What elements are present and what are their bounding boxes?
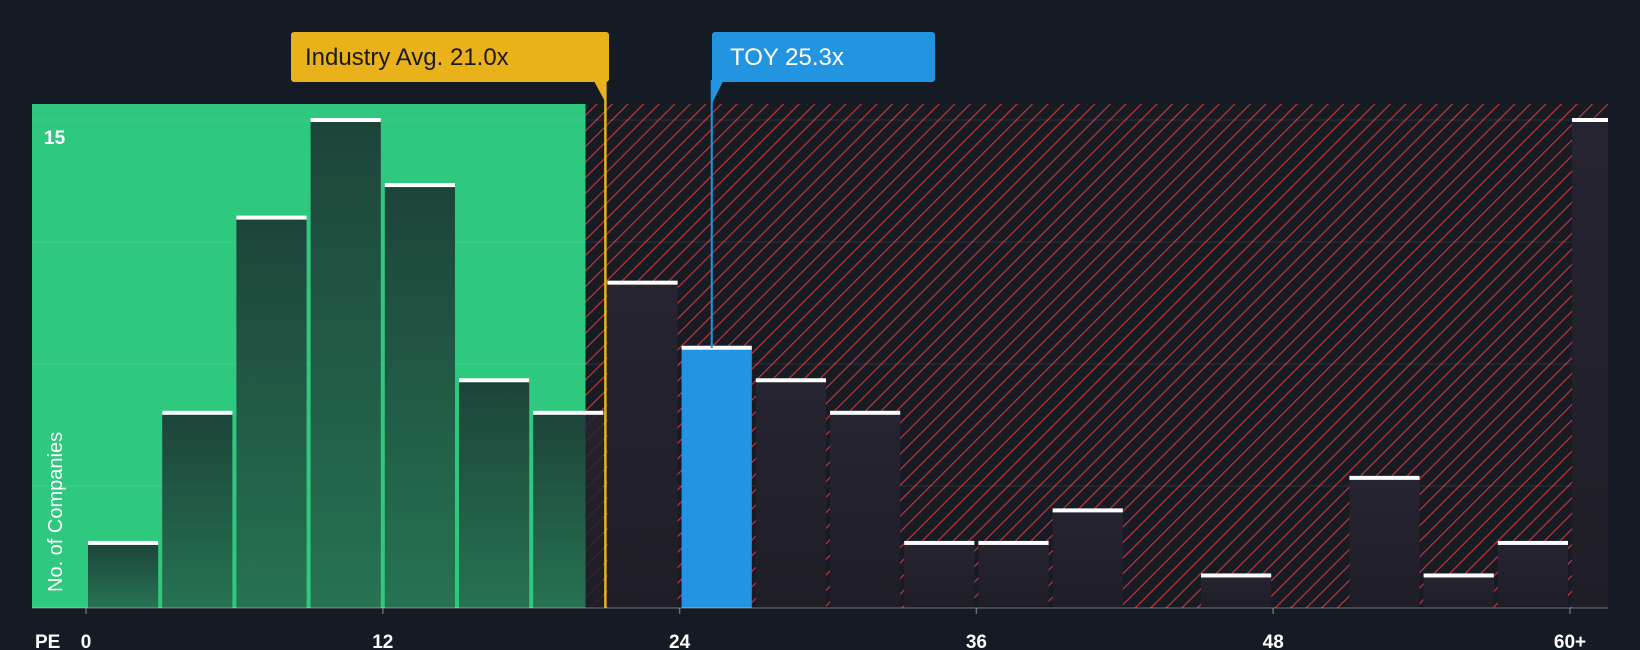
- bar-group: [1572, 118, 1608, 608]
- bar-cap: [459, 378, 530, 383]
- bar-group: [162, 410, 233, 608]
- bar: [1497, 542, 1568, 608]
- bar-cap: [236, 215, 307, 220]
- bar: [1572, 120, 1608, 608]
- industry-avg-label: Industry Avg. 21.0x: [305, 44, 509, 71]
- bar-group: [1052, 508, 1123, 608]
- bar: [1052, 510, 1123, 608]
- x-ticks: 0 12 24 36 48 60+: [81, 608, 1586, 650]
- x-tick-label: 24: [669, 632, 691, 650]
- bar-group: [1349, 475, 1420, 608]
- bar: [904, 542, 975, 608]
- company-pe-label: TOY 25.3x: [730, 44, 844, 71]
- x-tick-label: 12: [372, 632, 393, 650]
- bar: [1349, 477, 1420, 608]
- bar-cap: [1572, 118, 1608, 122]
- x-tick-label: 36: [966, 632, 987, 650]
- bar-group: [607, 280, 678, 608]
- y-tick-label: 15: [44, 128, 66, 149]
- bar-cap: [830, 410, 901, 415]
- bar: [1201, 575, 1272, 608]
- bar: [88, 542, 159, 608]
- bar: [533, 412, 586, 608]
- bar: [384, 185, 455, 609]
- bar-group: [904, 540, 975, 608]
- bar: [830, 412, 901, 608]
- bar-group: [310, 118, 381, 608]
- bar-cap: [1201, 573, 1272, 578]
- bar-cap: [1052, 508, 1123, 513]
- bar-group: [1423, 573, 1494, 608]
- company-pe-callout: TOY 25.3x: [711, 32, 935, 104]
- y-axis-label: No. of Companies: [45, 432, 67, 592]
- bar: [459, 380, 530, 608]
- y-ticks: 15: [44, 128, 66, 149]
- bar-cap: [978, 540, 1049, 545]
- bar-cap: [681, 345, 752, 350]
- bar-cap: [1423, 573, 1494, 578]
- bars: [88, 118, 1608, 609]
- bar-group: [830, 410, 901, 608]
- bar-cap: [162, 410, 233, 415]
- industry-avg-callout: Industry Avg. 21.0x: [291, 32, 609, 104]
- bar: [755, 380, 826, 608]
- company-bar: [681, 347, 752, 608]
- bar-cap: [904, 540, 975, 545]
- bar-group: [236, 215, 307, 608]
- bar-cap: [310, 118, 381, 122]
- bar-group: [384, 183, 455, 609]
- bar-cap: [607, 280, 678, 285]
- bar: [236, 217, 307, 608]
- bar: [607, 282, 678, 608]
- bar: [162, 412, 233, 608]
- bar: [585, 412, 604, 608]
- x-tick-label: 60+: [1554, 632, 1586, 650]
- bar-group: [978, 540, 1049, 608]
- bar-group: [755, 378, 826, 608]
- bar-group: [459, 378, 530, 608]
- bar-cap: [1497, 540, 1568, 545]
- bar-group: [681, 345, 752, 608]
- bar: [310, 120, 381, 608]
- bar-group: [1497, 540, 1568, 608]
- bar-group: [533, 410, 604, 608]
- bar-group: [88, 540, 159, 608]
- bar-cap: [88, 540, 159, 545]
- bar-cap: [533, 410, 604, 415]
- bar-group: [1201, 573, 1272, 608]
- bar-cap: [384, 183, 455, 188]
- x-tick-label: 48: [1263, 632, 1284, 650]
- bar: [978, 542, 1049, 608]
- bar-cap: [1349, 475, 1420, 480]
- bar: [1423, 575, 1494, 608]
- x-tick-label: 0: [81, 632, 92, 650]
- x-axis-label: PE: [35, 632, 60, 650]
- bar-cap: [755, 378, 826, 383]
